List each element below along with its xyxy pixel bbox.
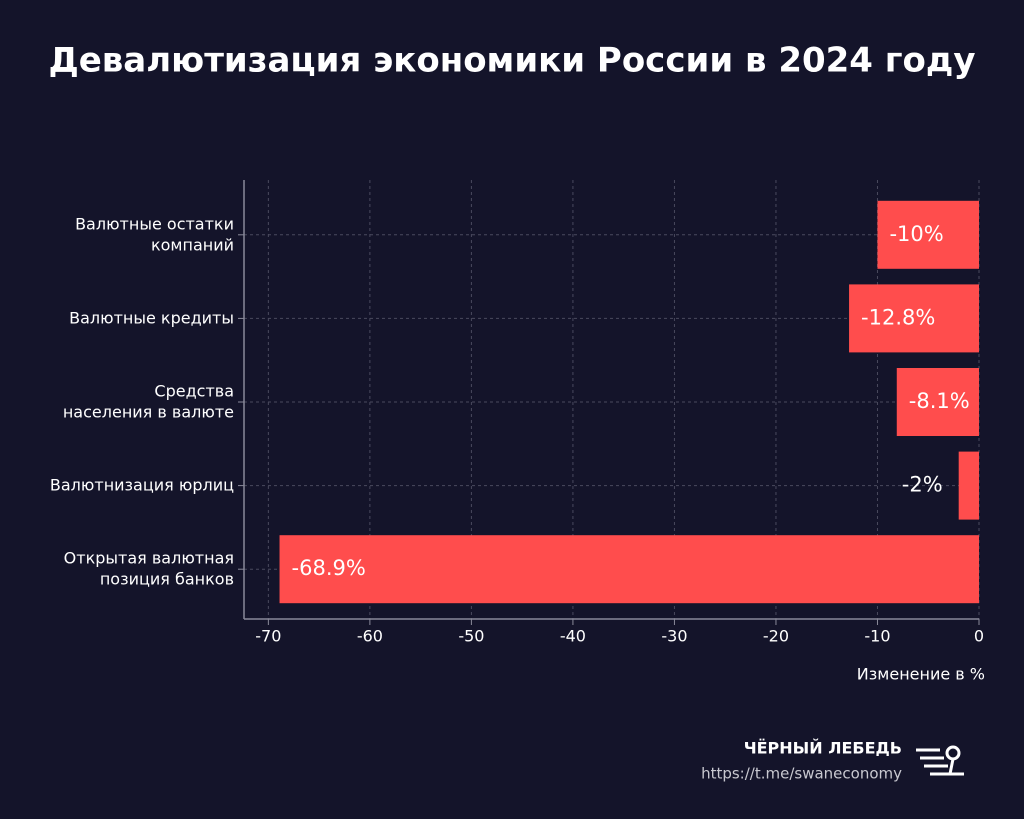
y-tick-label-line: компаний <box>151 235 234 254</box>
y-tick-label-line: населения в валюте <box>63 402 234 421</box>
value-label: -10% <box>889 222 943 246</box>
y-tick-label-line: Средства <box>154 381 234 400</box>
bar <box>279 535 980 604</box>
y-tick-label: Средства населения в валюте <box>63 381 234 421</box>
chart-title: Девалютизация экономики России в 2024 го… <box>48 41 975 81</box>
y-tick-label-line: Открытая валютная <box>64 548 234 567</box>
value-label: -68.9% <box>292 556 366 580</box>
bar <box>896 368 979 436</box>
logo-neck <box>948 758 964 776</box>
value-label: -12.8% <box>861 305 935 329</box>
bar <box>958 451 979 520</box>
x-tick-label: -60 <box>357 627 383 646</box>
bar <box>877 200 979 269</box>
x-tick-label: -50 <box>458 627 484 646</box>
y-tick-label: Валютные остатки компаний <box>75 214 234 254</box>
y-tick-label: Валютные кредиты <box>69 308 234 327</box>
x-tick-label: -10 <box>864 627 890 646</box>
y-tick-label-line: Валютные кредиты <box>69 308 234 327</box>
x-tick-label: 0 <box>974 627 984 646</box>
logo <box>916 745 964 776</box>
y-tick-label: Валютнизация юрлиц <box>50 475 234 494</box>
x-tick-label: -70 <box>255 627 281 646</box>
logo-lines <box>916 748 950 776</box>
y-tick-label-line: Валютнизация юрлиц <box>50 475 234 494</box>
y-tick-label-line: позиция банков <box>100 569 234 588</box>
bar <box>849 284 979 353</box>
brand: ЧЁРНЫЙ ЛЕБЕДЬ <box>744 739 902 758</box>
x-axis-label: Изменение в % <box>857 665 985 684</box>
value-label: -2% <box>902 473 943 497</box>
y-tick-label-line: Валютные остатки <box>75 214 234 233</box>
link: https://t.me/swaneconomy <box>701 765 902 783</box>
value-label: -8.1% <box>909 389 970 413</box>
x-tick-label: -20 <box>763 627 789 646</box>
x-tick-label: -40 <box>560 627 586 646</box>
y-tick-label: Открытая валютная позиция банков <box>64 548 234 588</box>
x-tick-label: -30 <box>661 627 687 646</box>
